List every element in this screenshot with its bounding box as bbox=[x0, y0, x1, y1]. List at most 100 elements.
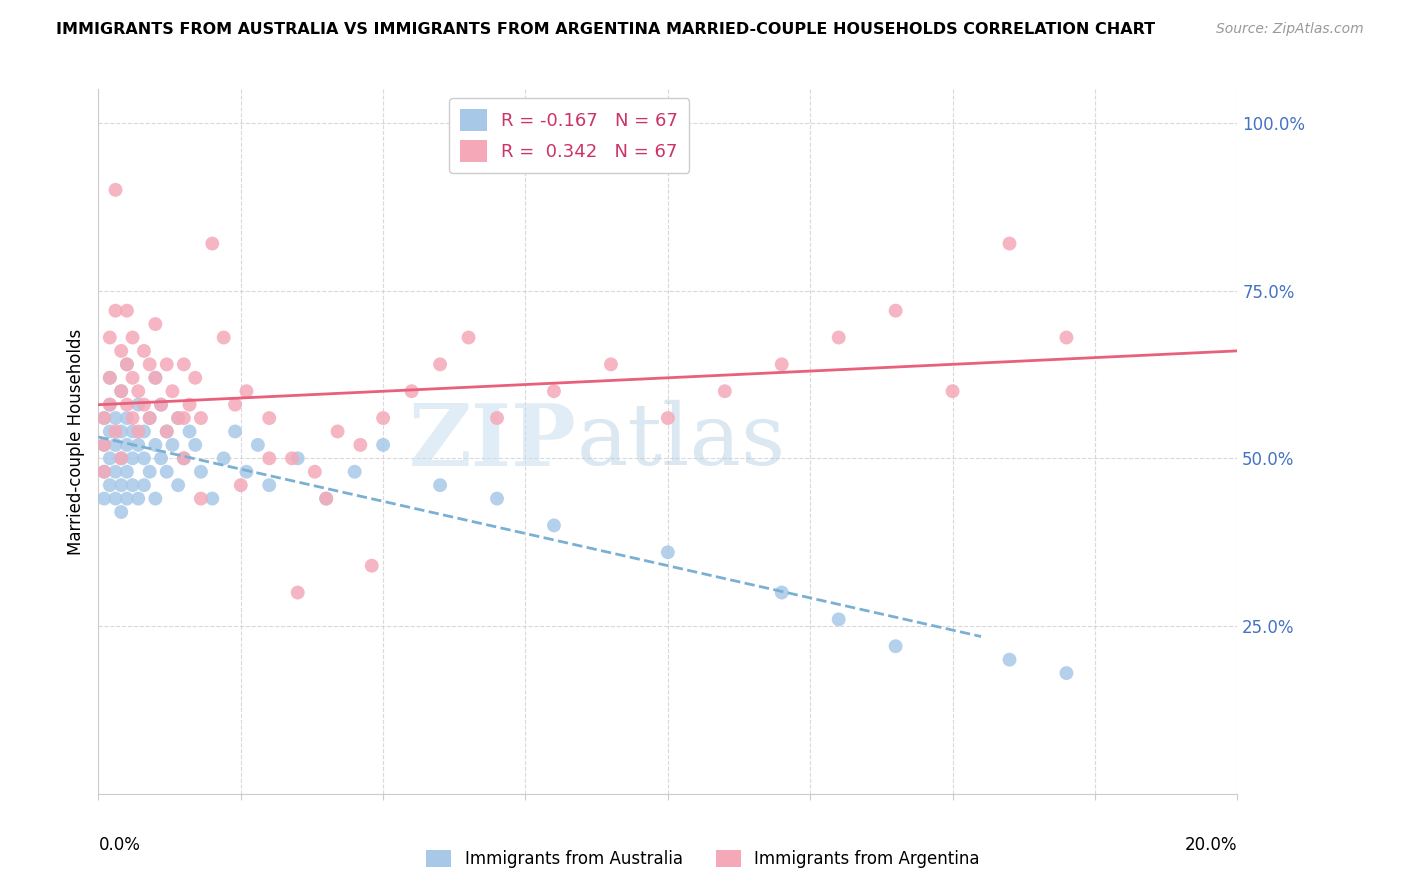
Point bbox=[884, 639, 907, 653]
Point bbox=[156, 425, 179, 439]
Point bbox=[184, 438, 207, 452]
Point bbox=[121, 425, 143, 439]
Point bbox=[115, 357, 138, 371]
Point bbox=[115, 465, 138, 479]
Point bbox=[657, 411, 679, 425]
Point bbox=[110, 343, 132, 358]
Point bbox=[259, 411, 281, 425]
Point bbox=[132, 398, 155, 412]
Point bbox=[115, 438, 138, 452]
Point bbox=[150, 451, 173, 466]
Point bbox=[115, 411, 138, 425]
Point bbox=[179, 398, 201, 412]
Point bbox=[93, 491, 115, 506]
Point bbox=[115, 491, 138, 506]
Point bbox=[429, 357, 451, 371]
Point bbox=[138, 357, 160, 371]
Point bbox=[173, 411, 195, 425]
Point bbox=[281, 451, 304, 466]
Point bbox=[104, 303, 127, 318]
Point bbox=[287, 451, 309, 466]
Point bbox=[132, 343, 155, 358]
Point bbox=[127, 384, 149, 399]
Point bbox=[828, 330, 851, 344]
Point bbox=[326, 425, 349, 439]
Point bbox=[98, 371, 121, 385]
Point bbox=[156, 425, 179, 439]
Point bbox=[104, 438, 127, 452]
Point bbox=[121, 411, 143, 425]
Point bbox=[110, 384, 132, 399]
Point bbox=[110, 505, 132, 519]
Point bbox=[98, 451, 121, 466]
Point bbox=[138, 465, 160, 479]
Point bbox=[115, 357, 138, 371]
Point bbox=[201, 236, 224, 251]
Point bbox=[315, 491, 337, 506]
Point bbox=[138, 411, 160, 425]
Point bbox=[104, 411, 127, 425]
Point bbox=[457, 330, 479, 344]
Point bbox=[104, 491, 127, 506]
Point bbox=[138, 411, 160, 425]
Point bbox=[110, 451, 132, 466]
Legend: R = -0.167   N = 67, R =  0.342   N = 67: R = -0.167 N = 67, R = 0.342 N = 67 bbox=[449, 98, 689, 173]
Point bbox=[486, 491, 509, 506]
Point bbox=[145, 371, 167, 385]
Point bbox=[259, 451, 281, 466]
Point bbox=[98, 398, 121, 412]
Point bbox=[770, 585, 793, 599]
Text: 20.0%: 20.0% bbox=[1185, 836, 1237, 855]
Point bbox=[173, 451, 195, 466]
Point bbox=[259, 478, 281, 492]
Point bbox=[156, 465, 179, 479]
Text: IMMIGRANTS FROM AUSTRALIA VS IMMIGRANTS FROM ARGENTINA MARRIED-COUPLE HOUSEHOLDS: IMMIGRANTS FROM AUSTRALIA VS IMMIGRANTS … bbox=[56, 22, 1156, 37]
Point bbox=[104, 465, 127, 479]
Point bbox=[132, 451, 155, 466]
Point bbox=[110, 384, 132, 399]
Point bbox=[121, 330, 143, 344]
Point bbox=[150, 398, 173, 412]
Point bbox=[110, 425, 132, 439]
Point bbox=[373, 411, 395, 425]
Point bbox=[828, 612, 851, 626]
Point bbox=[657, 545, 679, 559]
Point bbox=[998, 653, 1021, 667]
Point bbox=[93, 465, 115, 479]
Text: atlas: atlas bbox=[576, 400, 786, 483]
Point bbox=[167, 411, 190, 425]
Point bbox=[145, 317, 167, 331]
Point bbox=[98, 330, 121, 344]
Text: Source: ZipAtlas.com: Source: ZipAtlas.com bbox=[1216, 22, 1364, 37]
Point bbox=[212, 451, 235, 466]
Point bbox=[162, 438, 184, 452]
Point bbox=[429, 478, 451, 492]
Point bbox=[190, 491, 212, 506]
Point bbox=[115, 303, 138, 318]
Point bbox=[127, 398, 149, 412]
Point bbox=[98, 371, 121, 385]
Point bbox=[121, 371, 143, 385]
Point bbox=[373, 438, 395, 452]
Point bbox=[110, 478, 132, 492]
Point bbox=[145, 371, 167, 385]
Point bbox=[246, 438, 269, 452]
Point bbox=[145, 491, 167, 506]
Point bbox=[127, 438, 149, 452]
Point bbox=[98, 425, 121, 439]
Point bbox=[167, 478, 190, 492]
Point bbox=[600, 357, 623, 371]
Point bbox=[127, 425, 149, 439]
Point bbox=[156, 357, 179, 371]
Point bbox=[304, 465, 326, 479]
Point bbox=[1056, 666, 1078, 681]
Point bbox=[360, 558, 382, 573]
Point bbox=[93, 438, 115, 452]
Point bbox=[190, 465, 212, 479]
Point bbox=[132, 425, 155, 439]
Point bbox=[104, 425, 127, 439]
Point bbox=[173, 357, 195, 371]
Point bbox=[121, 478, 143, 492]
Legend: Immigrants from Australia, Immigrants from Argentina: Immigrants from Australia, Immigrants fr… bbox=[419, 843, 987, 875]
Point bbox=[93, 438, 115, 452]
